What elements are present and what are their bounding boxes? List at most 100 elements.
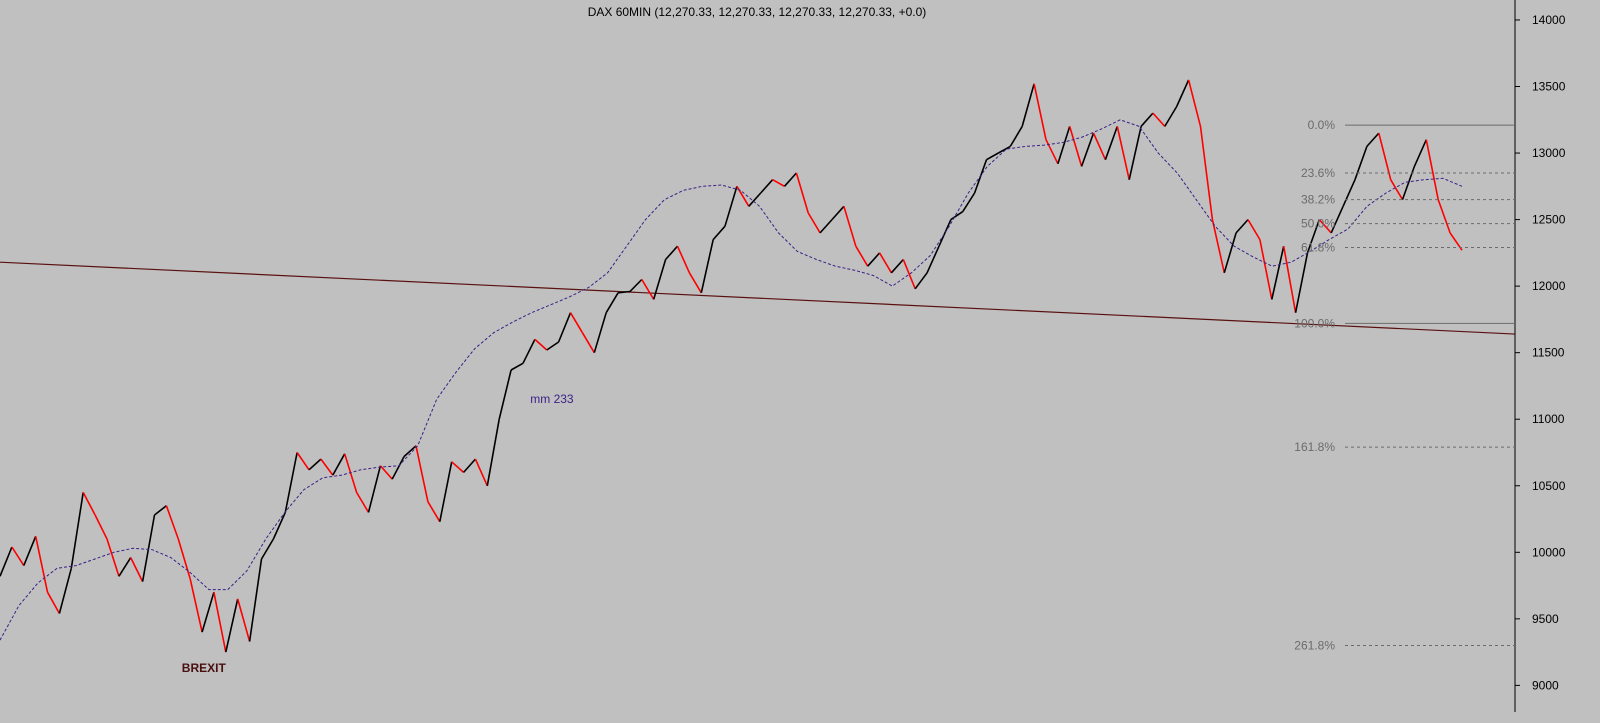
price-segment: [807, 212, 821, 234]
price-segment: [1128, 126, 1142, 180]
price-segment: [1211, 219, 1226, 273]
chart-title: DAX 60MIN (12,270.33, 12,270.33, 12,270.…: [588, 5, 927, 19]
price-segment: [546, 341, 560, 351]
price-segment: [1045, 139, 1059, 165]
price-segment: [510, 362, 524, 371]
price-segment: [415, 445, 429, 502]
price-segment: [177, 538, 191, 580]
price-segment: [284, 452, 298, 513]
price-segment: [11, 546, 25, 567]
price-segment: [141, 514, 156, 582]
price-segment: [403, 445, 417, 458]
y-tick-label: 12500: [1532, 213, 1566, 227]
price-segment: [843, 206, 857, 247]
price-segment: [522, 339, 536, 364]
fib-level-label: 38.2%: [1301, 193, 1335, 207]
price-segment: [986, 152, 999, 161]
price-segment: [1294, 252, 1309, 313]
fib-level-label: 261.8%: [1294, 638, 1335, 652]
price-segment: [1152, 112, 1166, 127]
fib-level-label: 50.0%: [1301, 217, 1335, 231]
y-axis: 9000 9500 10000 10500 11000 11500 12000 12500 13…: [1514, 0, 1566, 712]
price-segment: [498, 369, 512, 420]
price-segment: [308, 458, 322, 471]
y-tick-label: 12000: [1532, 279, 1566, 293]
price-segment: [1223, 232, 1237, 274]
price-segment: [154, 505, 167, 516]
price-segment: [391, 456, 405, 480]
price-segment: [569, 312, 584, 334]
price-segment: [427, 501, 441, 523]
price-segment: [1187, 79, 1202, 127]
price-segment: [34, 536, 49, 593]
price-segment: [367, 465, 382, 513]
price-segment: [1330, 205, 1344, 234]
price-segment: [938, 219, 952, 247]
y-tick-label: 11500: [1532, 346, 1565, 360]
price-segment: [23, 535, 37, 566]
price-segment: [439, 461, 453, 522]
price-segment: [783, 172, 797, 187]
price-segment: [1175, 79, 1190, 107]
price-segment: [1366, 132, 1380, 147]
price-segment: [795, 172, 809, 214]
price-segment: [867, 252, 881, 267]
price-segment: [652, 259, 667, 300]
price-segment: [1068, 126, 1083, 167]
moving-average-line: [0, 119, 1463, 641]
price-segment: [1318, 219, 1332, 234]
price-segment: [878, 252, 893, 274]
price-segment: [724, 186, 738, 227]
plot-area: [0, 79, 1516, 653]
price-segment: [332, 453, 346, 476]
price-segment: [557, 312, 572, 343]
price-segment: [474, 458, 489, 487]
fibonacci-levels: 0.0% 23.6% 38.2% 50.0% 61.8% 100.0% 161.8% 261.…: [1294, 118, 1515, 652]
price-segment: [998, 145, 1011, 154]
price-segment: [94, 514, 108, 540]
price-segment: [1354, 146, 1368, 180]
price-segment: [641, 279, 655, 300]
price-segment: [1033, 83, 1047, 140]
price-segment: [486, 419, 500, 486]
price-segment: [213, 592, 227, 653]
fib-level-label: 61.8%: [1301, 241, 1335, 255]
price-segment: [165, 505, 180, 540]
price-segment: [58, 568, 73, 614]
price-segment: [1009, 125, 1023, 147]
y-tick-label: 11000: [1532, 412, 1565, 426]
fib-level-label: 100.0%: [1294, 316, 1335, 330]
price-segment: [355, 491, 370, 513]
price-segment: [1437, 199, 1451, 234]
y-tick-label: 13500: [1532, 80, 1566, 94]
price-segment: [914, 272, 928, 290]
price-segment: [320, 458, 334, 476]
trendline: [0, 261, 1516, 335]
price-segment: [855, 245, 869, 267]
price-segment: [1342, 179, 1356, 207]
y-tick-label: 9500: [1532, 612, 1559, 626]
price-segment: [248, 558, 263, 642]
y-tick-label: 10500: [1532, 479, 1566, 493]
price-segment: [534, 338, 548, 351]
price-segment: [712, 225, 726, 241]
price-segment: [819, 219, 833, 234]
price-segment: [451, 461, 465, 473]
price-segment: [1140, 112, 1154, 127]
price-segment: [296, 452, 310, 471]
annotations: mm 233 BREXIT: [182, 392, 574, 675]
price-segment: [760, 179, 774, 194]
price-segment: [902, 259, 916, 290]
fib-level-label: 161.8%: [1294, 440, 1335, 454]
price-segment: [1247, 219, 1261, 241]
y-tick-label: 14000: [1532, 13, 1566, 27]
price-segment: [1164, 106, 1178, 127]
price-segment: [1235, 219, 1249, 234]
price-segment: [379, 465, 393, 480]
price-segment: [748, 192, 762, 207]
y-tick-label: 13000: [1532, 146, 1566, 160]
price-segment: [260, 538, 275, 560]
